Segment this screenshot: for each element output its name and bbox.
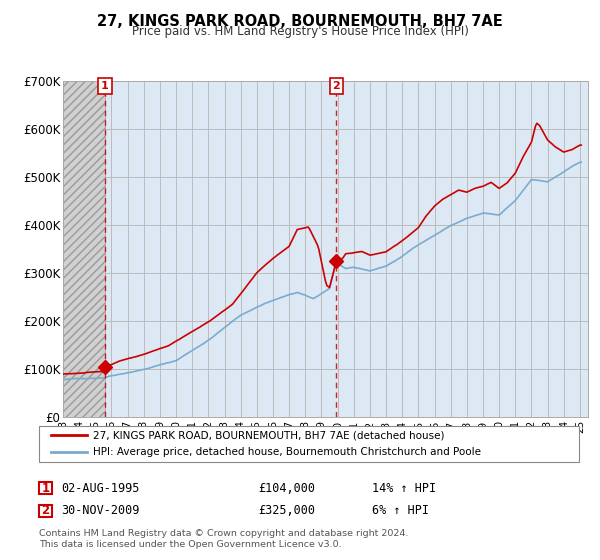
Text: This data is licensed under the Open Government Licence v3.0.: This data is licensed under the Open Gov… <box>39 540 341 549</box>
Text: Contains HM Land Registry data © Crown copyright and database right 2024.: Contains HM Land Registry data © Crown c… <box>39 529 409 538</box>
Text: 27, KINGS PARK ROAD, BOURNEMOUTH, BH7 7AE: 27, KINGS PARK ROAD, BOURNEMOUTH, BH7 7A… <box>97 14 503 29</box>
Text: 02-AUG-1995: 02-AUG-1995 <box>61 482 140 495</box>
Text: 30-NOV-2009: 30-NOV-2009 <box>61 504 140 517</box>
Text: £104,000: £104,000 <box>258 482 315 495</box>
Text: 27, KINGS PARK ROAD, BOURNEMOUTH, BH7 7AE (detached house): 27, KINGS PARK ROAD, BOURNEMOUTH, BH7 7A… <box>93 431 445 440</box>
Text: 2: 2 <box>41 504 50 517</box>
Text: Price paid vs. HM Land Registry's House Price Index (HPI): Price paid vs. HM Land Registry's House … <box>131 25 469 38</box>
Text: 1: 1 <box>41 482 50 495</box>
Text: 14% ↑ HPI: 14% ↑ HPI <box>372 482 436 495</box>
Text: HPI: Average price, detached house, Bournemouth Christchurch and Poole: HPI: Average price, detached house, Bour… <box>93 447 481 457</box>
Text: 1: 1 <box>101 81 109 91</box>
Bar <box>63 81 105 417</box>
Text: £325,000: £325,000 <box>258 504 315 517</box>
Text: 6% ↑ HPI: 6% ↑ HPI <box>372 504 429 517</box>
Text: 2: 2 <box>332 81 340 91</box>
